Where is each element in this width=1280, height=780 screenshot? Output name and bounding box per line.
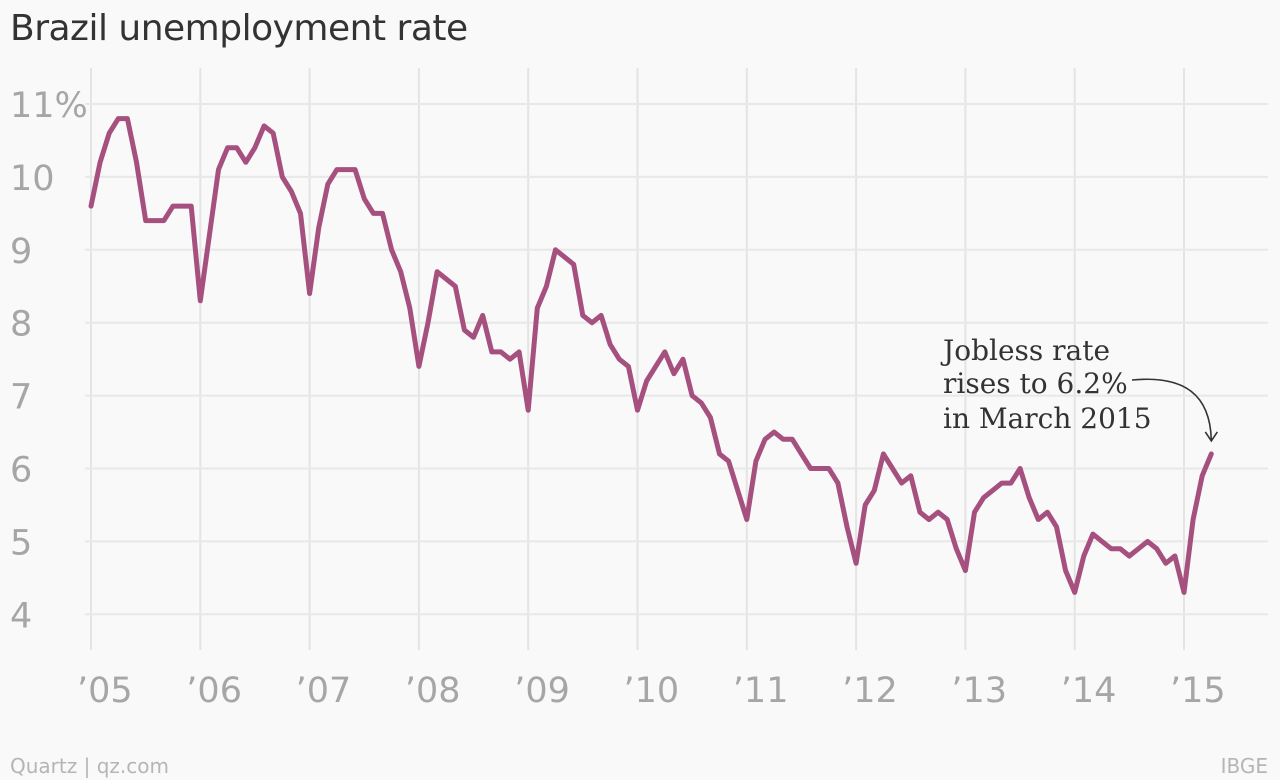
x-tick-label: ’15	[1170, 671, 1226, 711]
y-tick-label: 4	[10, 596, 32, 636]
footer-credit: Quartz | qz.com	[10, 754, 169, 778]
x-tick-label: ’07	[296, 671, 352, 711]
y-tick-label: 6	[10, 451, 32, 491]
annotation-line: rises to 6.2%	[943, 367, 1128, 400]
footer-source: IBGE	[1220, 754, 1268, 778]
x-gridlines	[90, 68, 1185, 650]
y-tick-label: 9	[10, 232, 32, 272]
y-tick-labels: 11% 10 9 8 7 6 5 4	[10, 86, 88, 636]
x-tick-label: ’06	[186, 671, 242, 711]
chart-title: Brazil unemployment rate	[10, 8, 468, 49]
annotation-arrow-line	[1131, 378, 1213, 440]
y-tick-label: 5	[10, 523, 32, 563]
x-tick-label: ’05	[77, 671, 133, 711]
y-tick-label: 7	[10, 378, 32, 418]
x-tick-label: ’08	[405, 671, 461, 711]
annotation-line: in March 2015	[943, 402, 1152, 435]
annotation-line: Jobless rate	[940, 334, 1110, 367]
x-tick-label: ’10	[624, 671, 680, 711]
y-tick-label: 8	[10, 305, 32, 345]
y-tick-label: 10	[10, 159, 55, 199]
x-tick-label: ’12	[842, 671, 898, 711]
x-tick-label: ’14	[1061, 671, 1117, 711]
series-group	[88, 116, 1214, 595]
x-tick-label: ’09	[514, 671, 570, 711]
y-tick-label: 11%	[10, 86, 88, 126]
x-tick-labels: ’05 ’06 ’07 ’08 ’09 ’10 ’11 ’12 ’13 ’14 ’15	[77, 671, 1226, 711]
annotation-arrow-head	[1204, 431, 1218, 443]
y-gridlines	[85, 103, 1268, 616]
x-tick-label: ’11	[733, 671, 789, 711]
series-line	[88, 116, 1214, 595]
x-tick-label: ’13	[951, 671, 1007, 711]
